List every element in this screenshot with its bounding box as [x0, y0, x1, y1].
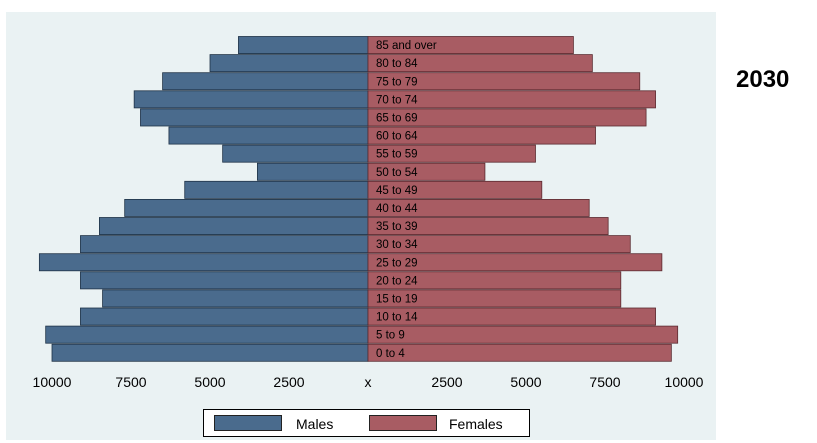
- legend: Males Females: [203, 409, 530, 437]
- male-bar: [39, 254, 368, 271]
- x-tick-label: 2500: [431, 374, 462, 390]
- male-bar: [46, 326, 368, 343]
- male-bar: [223, 145, 368, 162]
- age-group-label: 85 and over: [376, 40, 437, 52]
- x-tick-label: 2500: [273, 374, 304, 390]
- female-bar: [368, 326, 678, 343]
- legend-label-males: Males: [296, 416, 333, 432]
- age-group-label: 15 to 19: [376, 293, 418, 305]
- age-group-label: 70 to 74: [376, 94, 418, 106]
- age-group-label: 55 to 59: [376, 149, 418, 161]
- male-bar: [140, 109, 368, 126]
- x-tick-label: 7500: [115, 374, 146, 390]
- age-group-label: 80 to 84: [376, 58, 418, 70]
- year-label: 2030: [736, 66, 789, 94]
- x-tick-label: 5000: [194, 374, 225, 390]
- x-tick-label: 10000: [665, 374, 704, 390]
- male-bar: [134, 91, 368, 108]
- legend-swatch-males: [214, 415, 282, 431]
- age-group-label: 30 to 34: [376, 239, 418, 251]
- age-group-label: 10 to 14: [376, 312, 418, 324]
- male-bar: [99, 218, 368, 235]
- male-bar: [125, 199, 368, 216]
- female-bar: [368, 344, 671, 361]
- male-bar: [238, 37, 368, 54]
- x-tick-label: 10000: [33, 374, 72, 390]
- legend-label-females: Females: [449, 416, 503, 432]
- male-bar: [103, 290, 368, 307]
- male-bar: [169, 127, 368, 144]
- male-bar: [185, 181, 368, 198]
- age-group-label: 50 to 54: [376, 167, 418, 179]
- age-group-label: 20 to 24: [376, 275, 418, 287]
- male-bar: [52, 344, 368, 361]
- age-group-label: 65 to 69: [376, 112, 418, 124]
- age-group-label: 25 to 29: [376, 257, 418, 269]
- x-tick-label: 7500: [589, 374, 620, 390]
- x-tick-label: x: [365, 374, 372, 390]
- male-bar: [80, 236, 368, 253]
- age-group-label: 35 to 39: [376, 221, 418, 233]
- x-tick-label: 5000: [510, 374, 541, 390]
- male-bar: [80, 308, 368, 325]
- pyramid-plot: 0 to 4 5 to 9 10 to 14 15 to 19 20 to 24 25 t…: [6, 12, 716, 440]
- age-group-label: 60 to 64: [376, 131, 418, 143]
- age-group-label: 5 to 9: [376, 330, 405, 342]
- male-bar: [210, 55, 368, 72]
- chart-panel: 0 to 4 5 to 9 10 to 14 15 to 19 20 to 24 25 t…: [6, 12, 716, 440]
- age-group-label: 75 to 79: [376, 76, 418, 88]
- age-group-label: 0 to 4: [376, 348, 405, 360]
- male-bar: [163, 73, 368, 90]
- male-bar: [257, 163, 368, 180]
- male-bar: [80, 272, 368, 289]
- legend-swatch-females: [369, 415, 437, 431]
- age-group-label: 40 to 44: [376, 203, 418, 215]
- age-group-label: 45 to 49: [376, 185, 418, 197]
